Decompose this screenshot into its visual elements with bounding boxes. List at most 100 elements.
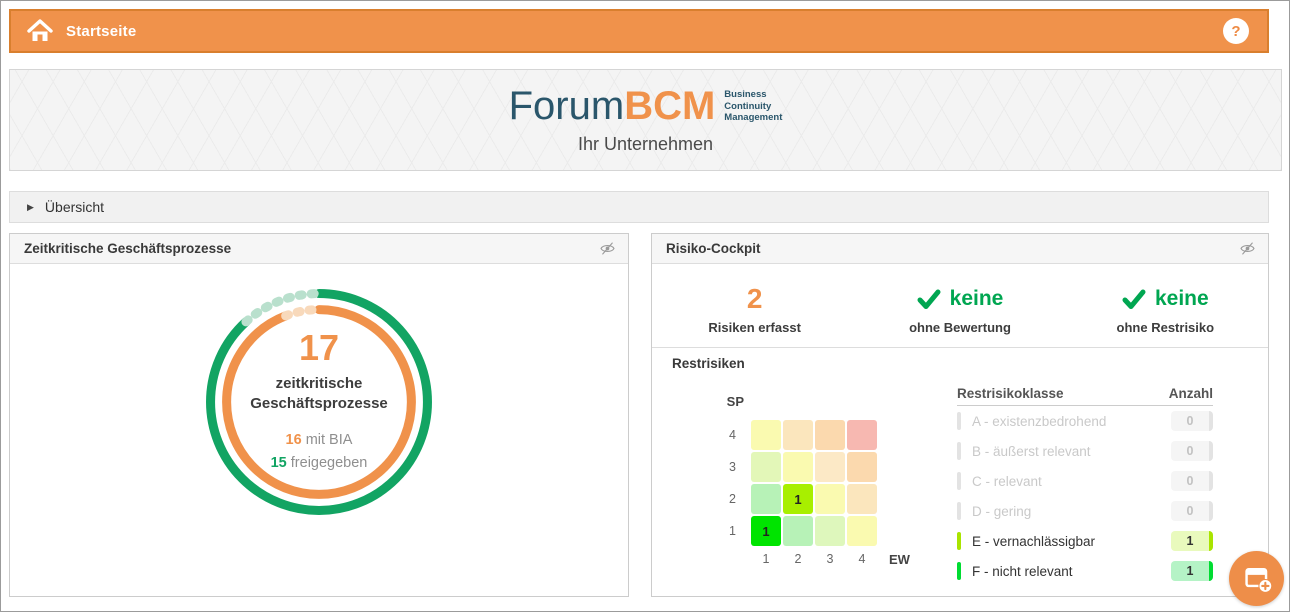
risk-matrix-cell bbox=[847, 516, 877, 546]
table-row: F - nicht relevant 1 bbox=[957, 556, 1213, 586]
risk-matrix-cell bbox=[751, 484, 781, 514]
risk-class-label: E - vernachlässigbar bbox=[972, 533, 1096, 549]
matrix-col-label: 3 bbox=[826, 552, 834, 566]
forumbcm-logo: Forum BCM Business Continuity Management bbox=[509, 86, 783, 126]
donut-rings bbox=[206, 289, 432, 515]
risk-class-count-badge: 0 bbox=[1171, 471, 1213, 491]
risk-stats-row: 2 Risiken erfasst keine ohne Bewertung bbox=[652, 264, 1268, 335]
risk-matrix-cell bbox=[815, 420, 845, 450]
risk-matrix-cell bbox=[815, 484, 845, 514]
overview-label: Übersicht bbox=[44, 199, 105, 215]
residual-risk-table: Restrisikoklasse Anzahl A - existenzbedr… bbox=[957, 382, 1213, 586]
matrix-row-label: 4 bbox=[729, 428, 736, 442]
matrix-col-label: 4 bbox=[858, 552, 866, 566]
risk-class-count-badge: 0 bbox=[1171, 501, 1213, 521]
page-title: Startseite bbox=[66, 22, 137, 40]
hide-widget-button[interactable] bbox=[599, 241, 616, 256]
risk-class-label: B - äußerst relevant bbox=[972, 443, 1091, 459]
stat-risks-recorded: 2 Risiken erfasst bbox=[708, 283, 801, 335]
risk-matrix-cell bbox=[783, 420, 813, 450]
section-divider bbox=[652, 347, 1268, 348]
column-risk-class: Restrisikoklasse bbox=[957, 386, 1064, 401]
risk-class-color-bar bbox=[957, 412, 961, 430]
risk-class-label: F - nicht relevant bbox=[972, 563, 1073, 579]
process-donut-chart: 17 zeitkritische Geschäftsprozesse 16 mi… bbox=[201, 284, 437, 520]
matrix-x-axis-label: EW bbox=[889, 552, 910, 567]
table-row: D - gering 0 bbox=[957, 496, 1213, 526]
hide-widget-button[interactable] bbox=[1239, 241, 1256, 256]
table-row: B - äußerst relevant 0 bbox=[957, 436, 1213, 466]
top-navigation-bar: Startseite ? bbox=[9, 9, 1269, 53]
matrix-col-labels: 1 2 3 4 bbox=[751, 552, 877, 566]
brand-banner: Forum BCM Business Continuity Management … bbox=[9, 69, 1282, 171]
risk-class-count-badge: 1 bbox=[1171, 531, 1213, 551]
overview-expander[interactable]: ▶ Übersicht bbox=[9, 191, 1269, 223]
risk-matrix-cell bbox=[783, 452, 813, 482]
risk-class-color-bar bbox=[957, 502, 961, 520]
risk-matrix-cell bbox=[815, 516, 845, 546]
risk-matrix-cell bbox=[783, 516, 813, 546]
risk-class-color-bar bbox=[957, 472, 961, 490]
risk-class-count-badge: 0 bbox=[1171, 411, 1213, 431]
risk-matrix-cell: 1 bbox=[783, 484, 813, 514]
company-name: Ihr Unternehmen bbox=[577, 133, 714, 154]
logo-tagline: Business Continuity Management bbox=[724, 89, 783, 124]
donut-center-text: 17 zeitkritische Geschäftsprozesse 16 mi… bbox=[201, 284, 437, 520]
process-total: 17 bbox=[298, 327, 340, 369]
matrix-y-axis-label: SP bbox=[726, 394, 744, 409]
risk-class-label: D - gering bbox=[972, 503, 1032, 519]
logo-text-bcm: BCM bbox=[624, 83, 716, 128]
matrix-row-label: 3 bbox=[729, 460, 736, 474]
table-row: A - existenzbedrohend 0 bbox=[957, 406, 1213, 436]
released-stat: 15 freigegeben bbox=[270, 454, 368, 471]
question-mark-icon: ? bbox=[1231, 22, 1241, 40]
matrix-row-label: 1 bbox=[729, 524, 736, 538]
add-widget-button[interactable] bbox=[1229, 551, 1284, 606]
risk-panel-title: Risiko-Cockpit bbox=[666, 241, 761, 256]
risk-matrix-cell bbox=[815, 452, 845, 482]
stat-without-rating: keine ohne Bewertung bbox=[909, 287, 1011, 335]
risk-panel-header: Risiko-Cockpit bbox=[652, 234, 1268, 264]
risk-count: 2 bbox=[746, 283, 763, 314]
add-window-icon bbox=[1244, 567, 1272, 593]
risk-matrix-cell bbox=[751, 420, 781, 450]
table-row: C - relevant 0 bbox=[957, 466, 1213, 496]
table-row: E - vernachlässigbar 1 bbox=[957, 526, 1213, 556]
home-icon bbox=[27, 19, 53, 41]
risk-class-count-badge: 0 bbox=[1171, 441, 1213, 461]
risk-class-count-badge: 1 bbox=[1171, 561, 1213, 581]
eye-slash-icon bbox=[600, 242, 615, 255]
risk-class-color-bar bbox=[957, 532, 961, 550]
process-total-label: zeitkritische Geschäftsprozesse bbox=[250, 375, 388, 412]
risk-class-color-bar bbox=[957, 442, 961, 460]
logo-text-forum: Forum bbox=[508, 83, 625, 128]
process-panel-header: Zeitkritische Geschäftsprozesse bbox=[10, 234, 628, 264]
risk-class-color-bar bbox=[957, 562, 961, 580]
risk-matrix-cell bbox=[847, 452, 877, 482]
matrix-row-label: 2 bbox=[729, 492, 736, 506]
residual-risk-heading: Restrisiken bbox=[672, 356, 745, 371]
matrix-col-label: 1 bbox=[762, 552, 770, 566]
eye-slash-icon bbox=[1240, 242, 1255, 255]
risk-matrix-cell bbox=[847, 420, 877, 450]
process-panel: Zeitkritische Geschäftsprozesse bbox=[9, 233, 629, 597]
check-icon bbox=[917, 289, 941, 309]
column-count: Anzahl bbox=[1168, 386, 1213, 401]
matrix-col-label: 2 bbox=[794, 552, 802, 566]
bia-stat: 16 mit BIA bbox=[285, 432, 353, 449]
risk-cockpit-panel: Risiko-Cockpit 2 Risiken erfasst bbox=[651, 233, 1269, 597]
stat-without-residual-risk: keine ohne Restrisiko bbox=[1116, 287, 1215, 335]
risk-matrix-cell bbox=[847, 484, 877, 514]
table-header: Restrisikoklasse Anzahl bbox=[957, 382, 1213, 406]
table-rows: A - existenzbedrohend 0 B - äußerst releva… bbox=[957, 406, 1213, 586]
help-button[interactable]: ? bbox=[1223, 18, 1249, 44]
process-panel-title: Zeitkritische Geschäftsprozesse bbox=[24, 241, 232, 256]
process-substats: 16 mit BIA 15 freigegeben bbox=[271, 429, 368, 474]
risk-class-label: A - existenzbedrohend bbox=[972, 413, 1107, 429]
check-icon bbox=[1122, 289, 1146, 309]
risk-matrix-cell: 1 bbox=[751, 516, 781, 546]
home-button[interactable]: Startseite bbox=[27, 19, 136, 43]
